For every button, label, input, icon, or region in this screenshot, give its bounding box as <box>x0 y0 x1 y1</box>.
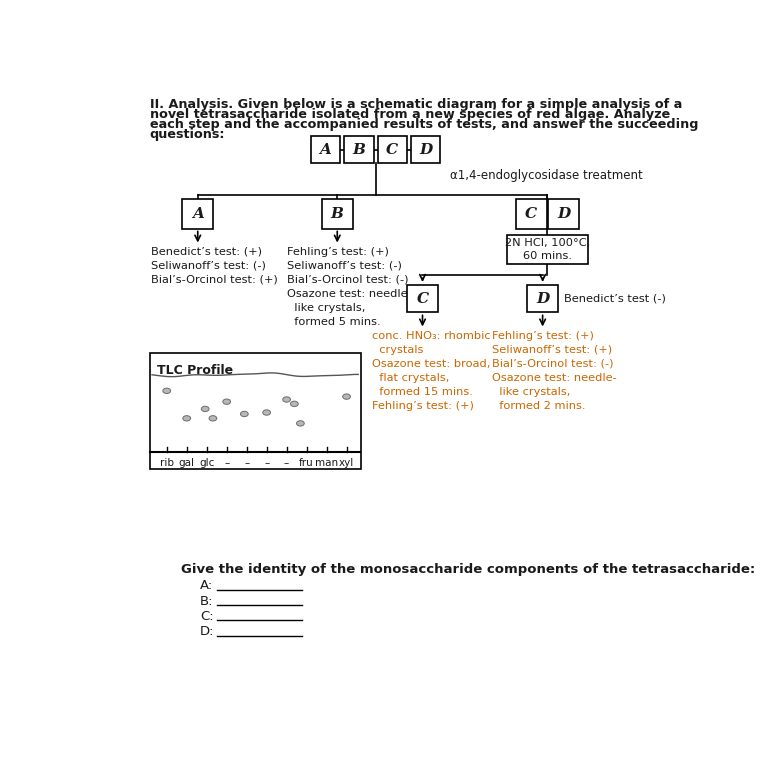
Text: Fehling’s test: (+)
Seliwanoff’s test: (-)
Bial’s-Orcinol test: (-)
Osazone test: Fehling’s test: (+) Seliwanoff’s test: (… <box>287 247 411 327</box>
Text: conc. HNO₃: rhombic
  crystals
Osazone test: broad,
  flat crystals,
  formed 15: conc. HNO₃: rhombic crystals Osazone tes… <box>372 331 490 411</box>
Text: A: A <box>192 207 203 221</box>
Text: α1,4-endoglycosidase treatment: α1,4-endoglycosidase treatment <box>449 169 643 182</box>
Text: Fehling’s test: (+)
Seliwanoff’s test: (+)
Bial’s-Orcinol test: (-)
Osazone test: Fehling’s test: (+) Seliwanoff’s test: (… <box>492 331 617 411</box>
Text: D: D <box>536 292 549 306</box>
Text: B:: B: <box>200 594 213 607</box>
Text: C:: C: <box>200 610 213 623</box>
Ellipse shape <box>183 415 191 421</box>
Text: questions:: questions: <box>150 127 225 141</box>
Ellipse shape <box>296 421 304 426</box>
Text: –: – <box>284 458 289 468</box>
Ellipse shape <box>241 411 248 417</box>
Text: A:: A: <box>200 579 213 592</box>
Bar <box>411 136 440 163</box>
Ellipse shape <box>282 397 290 402</box>
Bar <box>515 199 546 229</box>
Text: C: C <box>417 292 428 306</box>
Bar <box>150 354 361 469</box>
Ellipse shape <box>263 410 271 415</box>
Text: B: B <box>331 207 344 221</box>
Text: –: – <box>264 458 269 468</box>
Ellipse shape <box>209 415 217 421</box>
Ellipse shape <box>163 388 171 393</box>
Bar <box>322 199 353 229</box>
Ellipse shape <box>343 394 351 399</box>
Text: II. Analysis. Given below is a schematic diagram for a simple analysis of a: II. Analysis. Given below is a schematic… <box>150 98 682 110</box>
Text: gal: gal <box>178 458 195 468</box>
Text: rib: rib <box>160 458 174 468</box>
Text: D:: D: <box>200 626 215 639</box>
Text: xyl: xyl <box>339 458 354 468</box>
Text: Benedict’s test (-): Benedict’s test (-) <box>564 293 667 303</box>
Bar <box>182 199 213 229</box>
Text: glc: glc <box>199 458 214 468</box>
Ellipse shape <box>201 406 209 411</box>
Bar <box>407 285 438 312</box>
Bar <box>378 136 407 163</box>
Text: TLC Profile: TLC Profile <box>158 364 234 377</box>
Text: –: – <box>224 458 230 468</box>
Bar <box>311 136 341 163</box>
Bar <box>548 199 579 229</box>
Bar <box>345 136 374 163</box>
Text: B: B <box>352 142 365 156</box>
Ellipse shape <box>290 401 298 407</box>
Text: –: – <box>244 458 249 468</box>
Text: C: C <box>525 207 537 221</box>
Text: man: man <box>315 458 338 468</box>
Text: Benedict’s test: (+)
Seliwanoff’s test: (-)
Bial’s-Orcinol test: (+): Benedict’s test: (+) Seliwanoff’s test: … <box>151 247 278 285</box>
Text: D: D <box>557 207 570 221</box>
Bar <box>507 235 587 264</box>
Text: 2N HCl, 100°C,
60 mins.: 2N HCl, 100°C, 60 mins. <box>504 238 590 261</box>
Ellipse shape <box>223 399 230 405</box>
Text: Give the identity of the monosaccharide components of the tetrasaccharide:: Give the identity of the monosaccharide … <box>181 562 755 575</box>
Text: D: D <box>419 142 432 156</box>
Bar <box>527 285 558 312</box>
Text: A: A <box>320 142 331 156</box>
Text: fru: fru <box>300 458 314 468</box>
Text: novel tetrasaccharide isolated from a new species of red algae. Analyze: novel tetrasaccharide isolated from a ne… <box>150 107 670 120</box>
Text: C: C <box>386 142 398 156</box>
Text: each step and the accompanied results of tests, and answer the succeeding: each step and the accompanied results of… <box>150 117 698 130</box>
